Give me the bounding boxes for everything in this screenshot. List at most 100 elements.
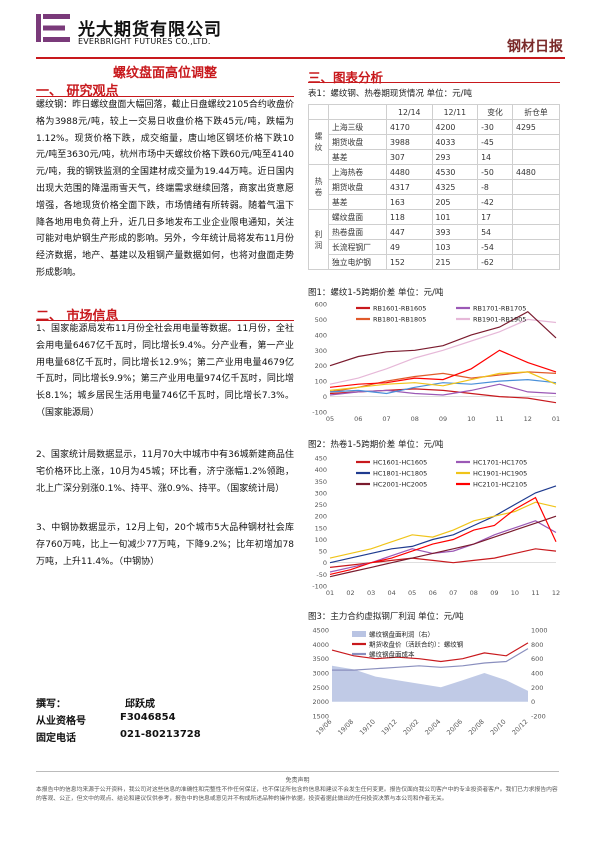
table-cell: -8 — [477, 179, 513, 195]
y-tick-label: -100 — [312, 409, 327, 417]
table-cell: 期货收盘 — [328, 134, 387, 150]
table-cell: 长流程钢厂 — [328, 239, 387, 255]
table-cell: 17 — [477, 209, 513, 225]
table-cell: 4530 — [431, 164, 479, 180]
table-cell: 基差 — [328, 194, 387, 210]
x-tick-label: 20/08 — [467, 718, 486, 737]
table-cell: 54 — [477, 224, 513, 240]
legend-label: HC1901-HC1905 — [473, 470, 527, 478]
phone-label: 固定电话 — [36, 733, 76, 744]
series-line — [329, 501, 557, 559]
table-row: 基差 307 293 14 — [309, 149, 560, 165]
legend-label: HC1601-HC1605 — [373, 459, 427, 467]
table-cell: 4480 — [512, 164, 560, 180]
table-header-cell: 折仓单 — [512, 104, 560, 120]
y-tick-label: 250 — [315, 501, 327, 509]
section-3-rule — [308, 82, 560, 83]
x-tick-label: 05 — [326, 415, 334, 423]
table-cell: 307 — [386, 149, 433, 165]
headline: 螺纹盘面高位调整 — [112, 66, 217, 81]
x-tick-label: 09 — [439, 415, 447, 423]
table-cell: 205 — [431, 194, 479, 210]
table-cell: 4200 — [431, 119, 479, 135]
y-tick-label: 450 — [315, 455, 327, 463]
legend-label: RB1901-RB1905 — [473, 316, 526, 324]
y-tick-label-left: 4500 — [312, 627, 329, 635]
x-tick-label: 07 — [449, 589, 457, 597]
table-cell: 103 — [431, 239, 479, 255]
legend-label: 螺纹钢盘面成本 — [369, 650, 415, 659]
table-cell: -30 — [477, 119, 513, 135]
y-tick-label-right: 400 — [531, 670, 543, 678]
table-1-caption: 表1：螺纹钢、热卷期现货情况 单位：元/吨 — [308, 89, 472, 99]
x-tick-label: 20/04 — [423, 718, 442, 737]
table-header-cell — [308, 104, 329, 120]
x-tick-label: 19/08 — [336, 718, 355, 737]
disclaimer-title: 免责声明 — [285, 777, 310, 784]
y-tick-label-left: 1500 — [312, 713, 329, 721]
table-cell — [512, 134, 560, 150]
y-tick-label-right: -200 — [531, 713, 546, 721]
license-label: 从业资格号 — [36, 716, 86, 727]
x-tick-label: 07 — [382, 415, 390, 423]
table-cell — [512, 239, 560, 255]
series-line — [329, 485, 557, 564]
table-cell: 447 — [386, 224, 433, 240]
y-tick-label: 500 — [315, 316, 327, 324]
y-tick-label: 50 — [319, 548, 327, 556]
figure-2-caption: 图2：热卷1-5跨期价差 单位：元/吨 — [308, 440, 444, 450]
table-cell: 49 — [386, 239, 433, 255]
section-3-title: 三、图表分析 — [308, 70, 384, 85]
x-tick-label: 11 — [495, 415, 503, 423]
table-cell: 4480 — [386, 164, 433, 180]
table-row: 期货收盘 4317 4325 -8 — [309, 179, 560, 195]
table-cell: -62 — [477, 254, 513, 270]
section-1-text: 螺纹钢：昨日螺纹盘面大幅回落，截止日盘螺纹2105合约收盘价格为3988元/吨，… — [36, 100, 294, 278]
y-tick-label: 400 — [315, 331, 327, 339]
table-cell — [512, 149, 560, 165]
table-cell: -54 — [477, 239, 513, 255]
table-header-cell: 12/11 — [431, 104, 479, 120]
table-row: 螺纹 上海三级 4170 4200 -30 4295 — [308, 119, 560, 165]
company-name-cn: 光大期货有限公司 — [78, 20, 222, 40]
x-tick-label: 12 — [552, 589, 560, 597]
y-tick-label: 600 — [315, 301, 327, 309]
y-tick-label-left: 2500 — [312, 684, 329, 692]
table-cell: 期货收盘 — [328, 179, 387, 195]
x-tick-label: 05 — [408, 589, 416, 597]
y-tick-label: 200 — [315, 513, 327, 521]
author-name: 邱跃成 — [125, 699, 155, 710]
market-info-2: 2、国家统计局数据显示，11月70大中城市中有36城新建商品住宅价格环比上涨，1… — [36, 450, 294, 494]
y-tick-label: 0 — [323, 393, 327, 401]
table-cell — [512, 179, 560, 195]
y-tick-label-right: 1000 — [531, 627, 548, 635]
series-line — [329, 310, 557, 367]
series-area — [332, 665, 528, 702]
y-tick-label: 150 — [315, 524, 327, 532]
header-rule — [36, 57, 565, 59]
legend-label: HC2101-HC2105 — [473, 481, 527, 489]
table-cell — [512, 224, 560, 240]
legend-label: RB1801-RB1805 — [373, 316, 426, 324]
series-line — [332, 648, 529, 671]
x-tick-label: 01 — [326, 589, 334, 597]
legend-label: 螺纹钢盘面利润（右） — [369, 630, 434, 639]
table-row: 长流程钢厂 49 103 -54 — [309, 239, 560, 255]
legend-label: RB1601-RB1605 — [373, 305, 426, 313]
y-tick-label: 200 — [315, 362, 327, 370]
table-cell: 4317 — [386, 179, 433, 195]
series-line — [331, 642, 529, 663]
disclaimer-text: 本报告中的信息均来源于公开资料，我公司对这些信息的准确性和完整性不作任何保证，也… — [36, 787, 558, 802]
market-info-1: 1、国家能源局发布11月份全社会用电量等数据。11月份，全社会用电量6467亿千… — [36, 324, 294, 418]
table-cell: -42 — [477, 194, 513, 210]
table-cell: 3988 — [386, 134, 433, 150]
legend-swatch — [352, 631, 366, 637]
table-cell: 163 — [386, 194, 433, 210]
table-group-label: 螺纹 — [308, 119, 329, 165]
legend-label: 期货收盘价（活跃合约）：螺纹钢 — [369, 640, 464, 649]
series-line — [329, 378, 557, 395]
table-group-label: 利润 — [308, 209, 329, 270]
y-tick-label: 300 — [315, 347, 327, 355]
y-tick-label: -50 — [316, 571, 327, 579]
legend-label: HC1801-HC1805 — [373, 470, 427, 478]
